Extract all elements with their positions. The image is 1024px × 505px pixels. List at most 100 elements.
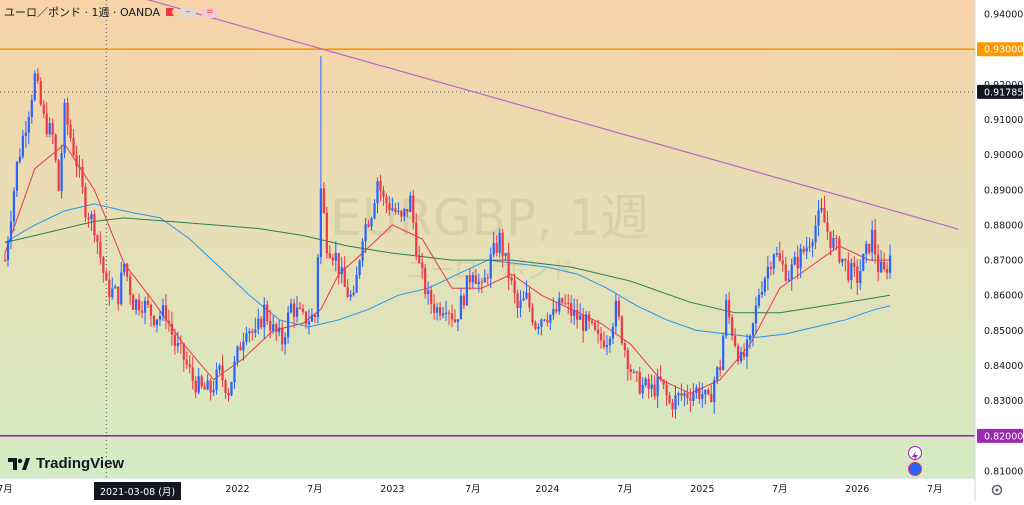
trendline-line [146, 0, 959, 230]
moving-averages [4, 143, 891, 395]
candle-body [787, 279, 790, 281]
candle-body [346, 286, 349, 297]
collapse-button[interactable]: ‒ [180, 6, 196, 18]
candle-body [471, 275, 474, 283]
candle-body [421, 262, 424, 268]
candle-body [704, 389, 707, 395]
candle-body [140, 310, 144, 313]
candle-body [409, 195, 412, 212]
candle-body [117, 286, 120, 305]
indicator-toggle-button[interactable]: = [202, 6, 218, 18]
candle-body [486, 277, 489, 279]
candle-body [576, 309, 579, 320]
candle-body [844, 258, 847, 261]
candle-body [337, 252, 340, 275]
candle-body [528, 292, 531, 308]
tradingview-logo-text: TradingView [36, 455, 125, 472]
symbol-title[interactable]: ユーロ／ポンド · 1週 · OANDA [4, 6, 160, 19]
candle-body [769, 266, 772, 269]
candle-body [72, 138, 75, 155]
candle-body [33, 73, 36, 100]
candle-body [430, 290, 433, 305]
candle-body [427, 290, 430, 294]
globe-icon[interactable] [908, 462, 922, 476]
candle-body [692, 393, 695, 401]
lightning-icon[interactable] [908, 446, 922, 461]
flag-icon[interactable] [166, 8, 174, 16]
time-tick-label: 2024 [535, 484, 559, 495]
trendline[interactable] [124, 0, 959, 230]
candle-body [742, 352, 746, 357]
candle-body [12, 190, 16, 222]
candle-body [66, 102, 69, 125]
candle-body [438, 307, 442, 316]
candle-body [349, 294, 352, 297]
candle-body [856, 266, 859, 283]
candle-body [364, 224, 367, 242]
candle-body [516, 293, 519, 308]
candle-body [492, 243, 495, 255]
candle-body [194, 380, 197, 393]
candle-body [81, 167, 84, 187]
candle-body [185, 359, 188, 365]
candle-body [570, 303, 573, 316]
crosshair-date-label: 2021-03-08 (月) [94, 482, 182, 500]
candle-body [522, 298, 525, 301]
candle-body [108, 279, 111, 298]
candle-body [447, 312, 451, 314]
price-tick-label: 0.84000 [984, 361, 1023, 372]
tradingview-logo[interactable]: TradingView [8, 455, 124, 472]
candle-body [745, 339, 749, 357]
candle-body [391, 208, 394, 211]
candle-body [582, 315, 585, 331]
time-tick-label: 2025 [690, 484, 714, 495]
candle-body [3, 260, 7, 262]
symbol-header[interactable]: ユーロ／ポンド · 1週 · OANDA ‒ = [4, 4, 218, 20]
candle-body [30, 99, 33, 117]
candle-body [754, 305, 758, 324]
candle-body [832, 237, 835, 248]
candle-body [287, 312, 290, 338]
price-label-text: 0.91785 [984, 87, 1023, 98]
candle-body [239, 346, 242, 351]
candle-body [388, 203, 391, 211]
candle-body [534, 322, 537, 329]
candle-body [555, 309, 558, 312]
candle-body [835, 237, 838, 239]
candle-body [820, 207, 823, 211]
moving-average-line [4, 143, 891, 395]
candles [3, 56, 892, 419]
candle-body [278, 327, 281, 333]
candle-body [880, 261, 883, 273]
candle-body [298, 307, 302, 309]
candle-body [209, 380, 212, 393]
candle-body [453, 319, 457, 323]
candle-body [114, 286, 117, 289]
candle-body [135, 299, 138, 310]
candle-body [289, 303, 293, 313]
candle-body [623, 343, 626, 351]
candle-body [653, 384, 656, 397]
gear-icon[interactable] [990, 483, 1004, 497]
candle-body [57, 160, 60, 191]
candle-body [701, 394, 704, 399]
candle-body [379, 181, 382, 191]
time-axis[interactable]: 7月7月20227月20237月20247月20257月20267月 [0, 477, 975, 495]
candle-body [164, 305, 168, 321]
candle-body [698, 387, 701, 399]
candle-body [54, 134, 57, 161]
candle-body [677, 393, 680, 396]
candle-body [152, 315, 156, 326]
candle-body [155, 319, 159, 326]
candle-body [87, 217, 90, 220]
candle-body [18, 156, 21, 162]
candle-body [191, 367, 194, 381]
candle-body [182, 343, 185, 360]
candle-body [146, 300, 150, 305]
candle-body [123, 263, 126, 273]
candle-body [739, 352, 743, 362]
candle-body [680, 393, 683, 396]
candle-body [853, 262, 856, 267]
